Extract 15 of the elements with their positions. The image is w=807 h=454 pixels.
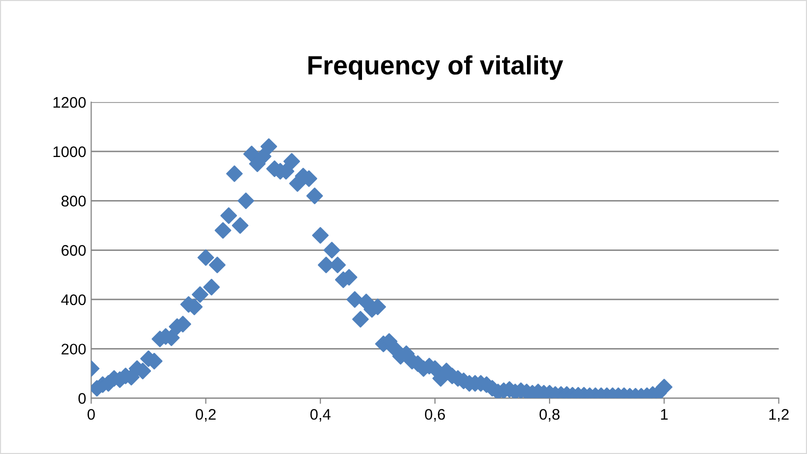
y-tick-label: 800: [62, 196, 86, 207]
x-tick-label: 0: [88, 408, 95, 420]
x-tick-label: 1: [661, 409, 668, 420]
y-tick-label: 1200: [54, 97, 86, 108]
x-tick-label: 0,6: [424, 408, 445, 422]
y-tick-label: 600: [62, 245, 86, 256]
x-tick-label: 0,4: [310, 408, 331, 422]
y-tick-label: 400: [61, 294, 86, 306]
y-tick-label: 0: [78, 393, 86, 404]
chart-title: Frequency of vitality: [308, 55, 564, 80]
x-tick-label: 1,2: [769, 408, 789, 422]
x-tick-label: 0,8: [540, 408, 560, 422]
y-tick-label: 200: [62, 344, 86, 355]
y-tick-label: 1000: [54, 146, 86, 158]
x-tick-label: 0,2: [196, 408, 216, 422]
